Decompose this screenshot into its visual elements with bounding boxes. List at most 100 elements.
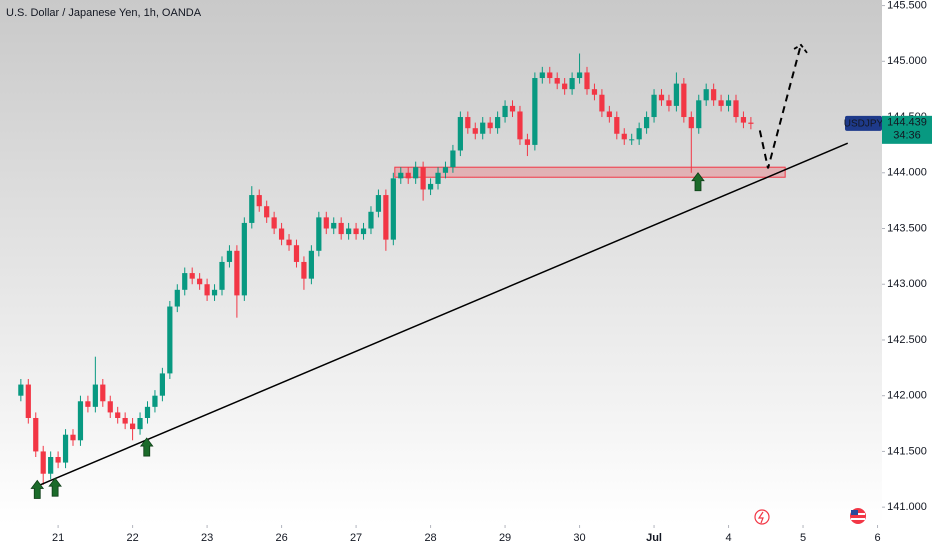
- x-tick-label: Jul: [646, 532, 662, 544]
- up-arrow-marker: [139, 437, 154, 457]
- candle-body: [211, 289, 218, 296]
- candle-body: [241, 222, 247, 296]
- plot-background: [0, 0, 882, 525]
- y-tick-label: 142.500: [887, 334, 927, 346]
- x-tick-label: 29: [499, 532, 511, 544]
- candle-body: [204, 284, 210, 296]
- candle-body: [711, 89, 717, 101]
- candle-body: [271, 217, 277, 229]
- x-tick-label: 27: [350, 532, 362, 544]
- symbol-tag-label: USDJPY: [844, 118, 884, 129]
- candle-body: [629, 139, 635, 141]
- candle-body: [413, 167, 419, 179]
- candle-body: [435, 172, 441, 184]
- x-tick-label: 5: [800, 532, 806, 544]
- candle-body: [495, 117, 501, 129]
- candle-body: [62, 434, 69, 463]
- candle-body: [182, 273, 188, 290]
- candle-body: [77, 401, 84, 441]
- x-tick-label: 4: [725, 532, 731, 544]
- candle-body: [85, 401, 91, 407]
- candle-body: [517, 111, 523, 140]
- candle-body: [532, 78, 538, 145]
- candle-body: [40, 451, 46, 474]
- candle-body: [323, 217, 329, 229]
- candle-body: [398, 172, 404, 179]
- candle-body: [375, 195, 382, 212]
- candle-body: [696, 100, 702, 129]
- y-tick-label: 143.500: [887, 222, 927, 234]
- candle-body: [666, 100, 672, 106]
- candle-body: [524, 139, 531, 145]
- candle-body: [442, 167, 449, 173]
- candle-body: [197, 278, 203, 285]
- up-arrow-marker: [691, 172, 705, 192]
- candle-body: [457, 117, 463, 151]
- candle-body: [278, 228, 285, 240]
- candle-body: [487, 122, 493, 129]
- up-arrow-marker: [30, 479, 45, 499]
- x-tick-label: 23: [201, 532, 213, 544]
- candle-body: [189, 273, 195, 279]
- candle-body: [547, 72, 553, 79]
- candle-body: [331, 222, 337, 229]
- countdown-label: 34:36: [893, 130, 921, 142]
- candle-body: [599, 94, 605, 112]
- bottom-icons: [754, 508, 866, 525]
- candle-body: [249, 195, 255, 223]
- candle-body: [219, 261, 225, 290]
- y-tick-label: 142.000: [887, 390, 927, 402]
- chart-title: U.S. Dollar / Japanese Yen, 1h, OANDA: [6, 7, 202, 19]
- candle-body: [301, 261, 307, 279]
- price-axis: [882, 0, 932, 550]
- candle-body: [427, 183, 434, 190]
- support-zone: [394, 166, 786, 178]
- candle-body: [606, 111, 612, 118]
- candle-body: [353, 228, 359, 235]
- projection-arrowhead: [793, 43, 808, 54]
- candle-body: [703, 89, 709, 101]
- candle-body: [33, 417, 39, 452]
- projection-path: [758, 47, 802, 169]
- candle-body: [450, 150, 456, 168]
- candle-body: [562, 83, 568, 90]
- time-axis: [0, 525, 882, 550]
- candle-body: [420, 167, 426, 190]
- candle-body: [100, 384, 106, 402]
- candle-body: [509, 105, 516, 112]
- candle-body: [137, 417, 143, 430]
- candle-body: [554, 78, 560, 84]
- candle-body: [159, 373, 166, 396]
- candle-body: [465, 117, 471, 129]
- y-tick-label: 141.500: [887, 445, 927, 457]
- candle-body: [681, 83, 687, 118]
- candle-body: [316, 217, 322, 251]
- x-tick-label: 21: [52, 532, 64, 544]
- candle-body: [234, 250, 240, 296]
- candle-body: [614, 117, 620, 134]
- candle-body: [144, 406, 151, 418]
- candle-body: [256, 195, 262, 207]
- candle-body: [584, 72, 590, 90]
- candle-body: [25, 384, 31, 418]
- candle-body: [55, 457, 61, 463]
- y-tick-label: 145.000: [887, 55, 927, 67]
- candle-body: [643, 117, 650, 129]
- candle-body: [107, 401, 113, 413]
- candle-body: [636, 128, 642, 140]
- x-tick-label: 26: [275, 532, 287, 544]
- candle-body: [167, 306, 173, 374]
- candle-body: [18, 384, 24, 396]
- candle-body: [651, 94, 657, 118]
- candle-body: [152, 395, 158, 407]
- candle-body: [621, 133, 627, 140]
- candle-body: [733, 100, 739, 118]
- candle-body: [48, 457, 54, 474]
- candle-body: [673, 83, 680, 106]
- x-tick-label: 28: [424, 532, 436, 544]
- candle-body: [264, 206, 270, 218]
- candle-body: [725, 100, 732, 106]
- candle-body: [368, 211, 374, 229]
- candle-body: [286, 239, 292, 246]
